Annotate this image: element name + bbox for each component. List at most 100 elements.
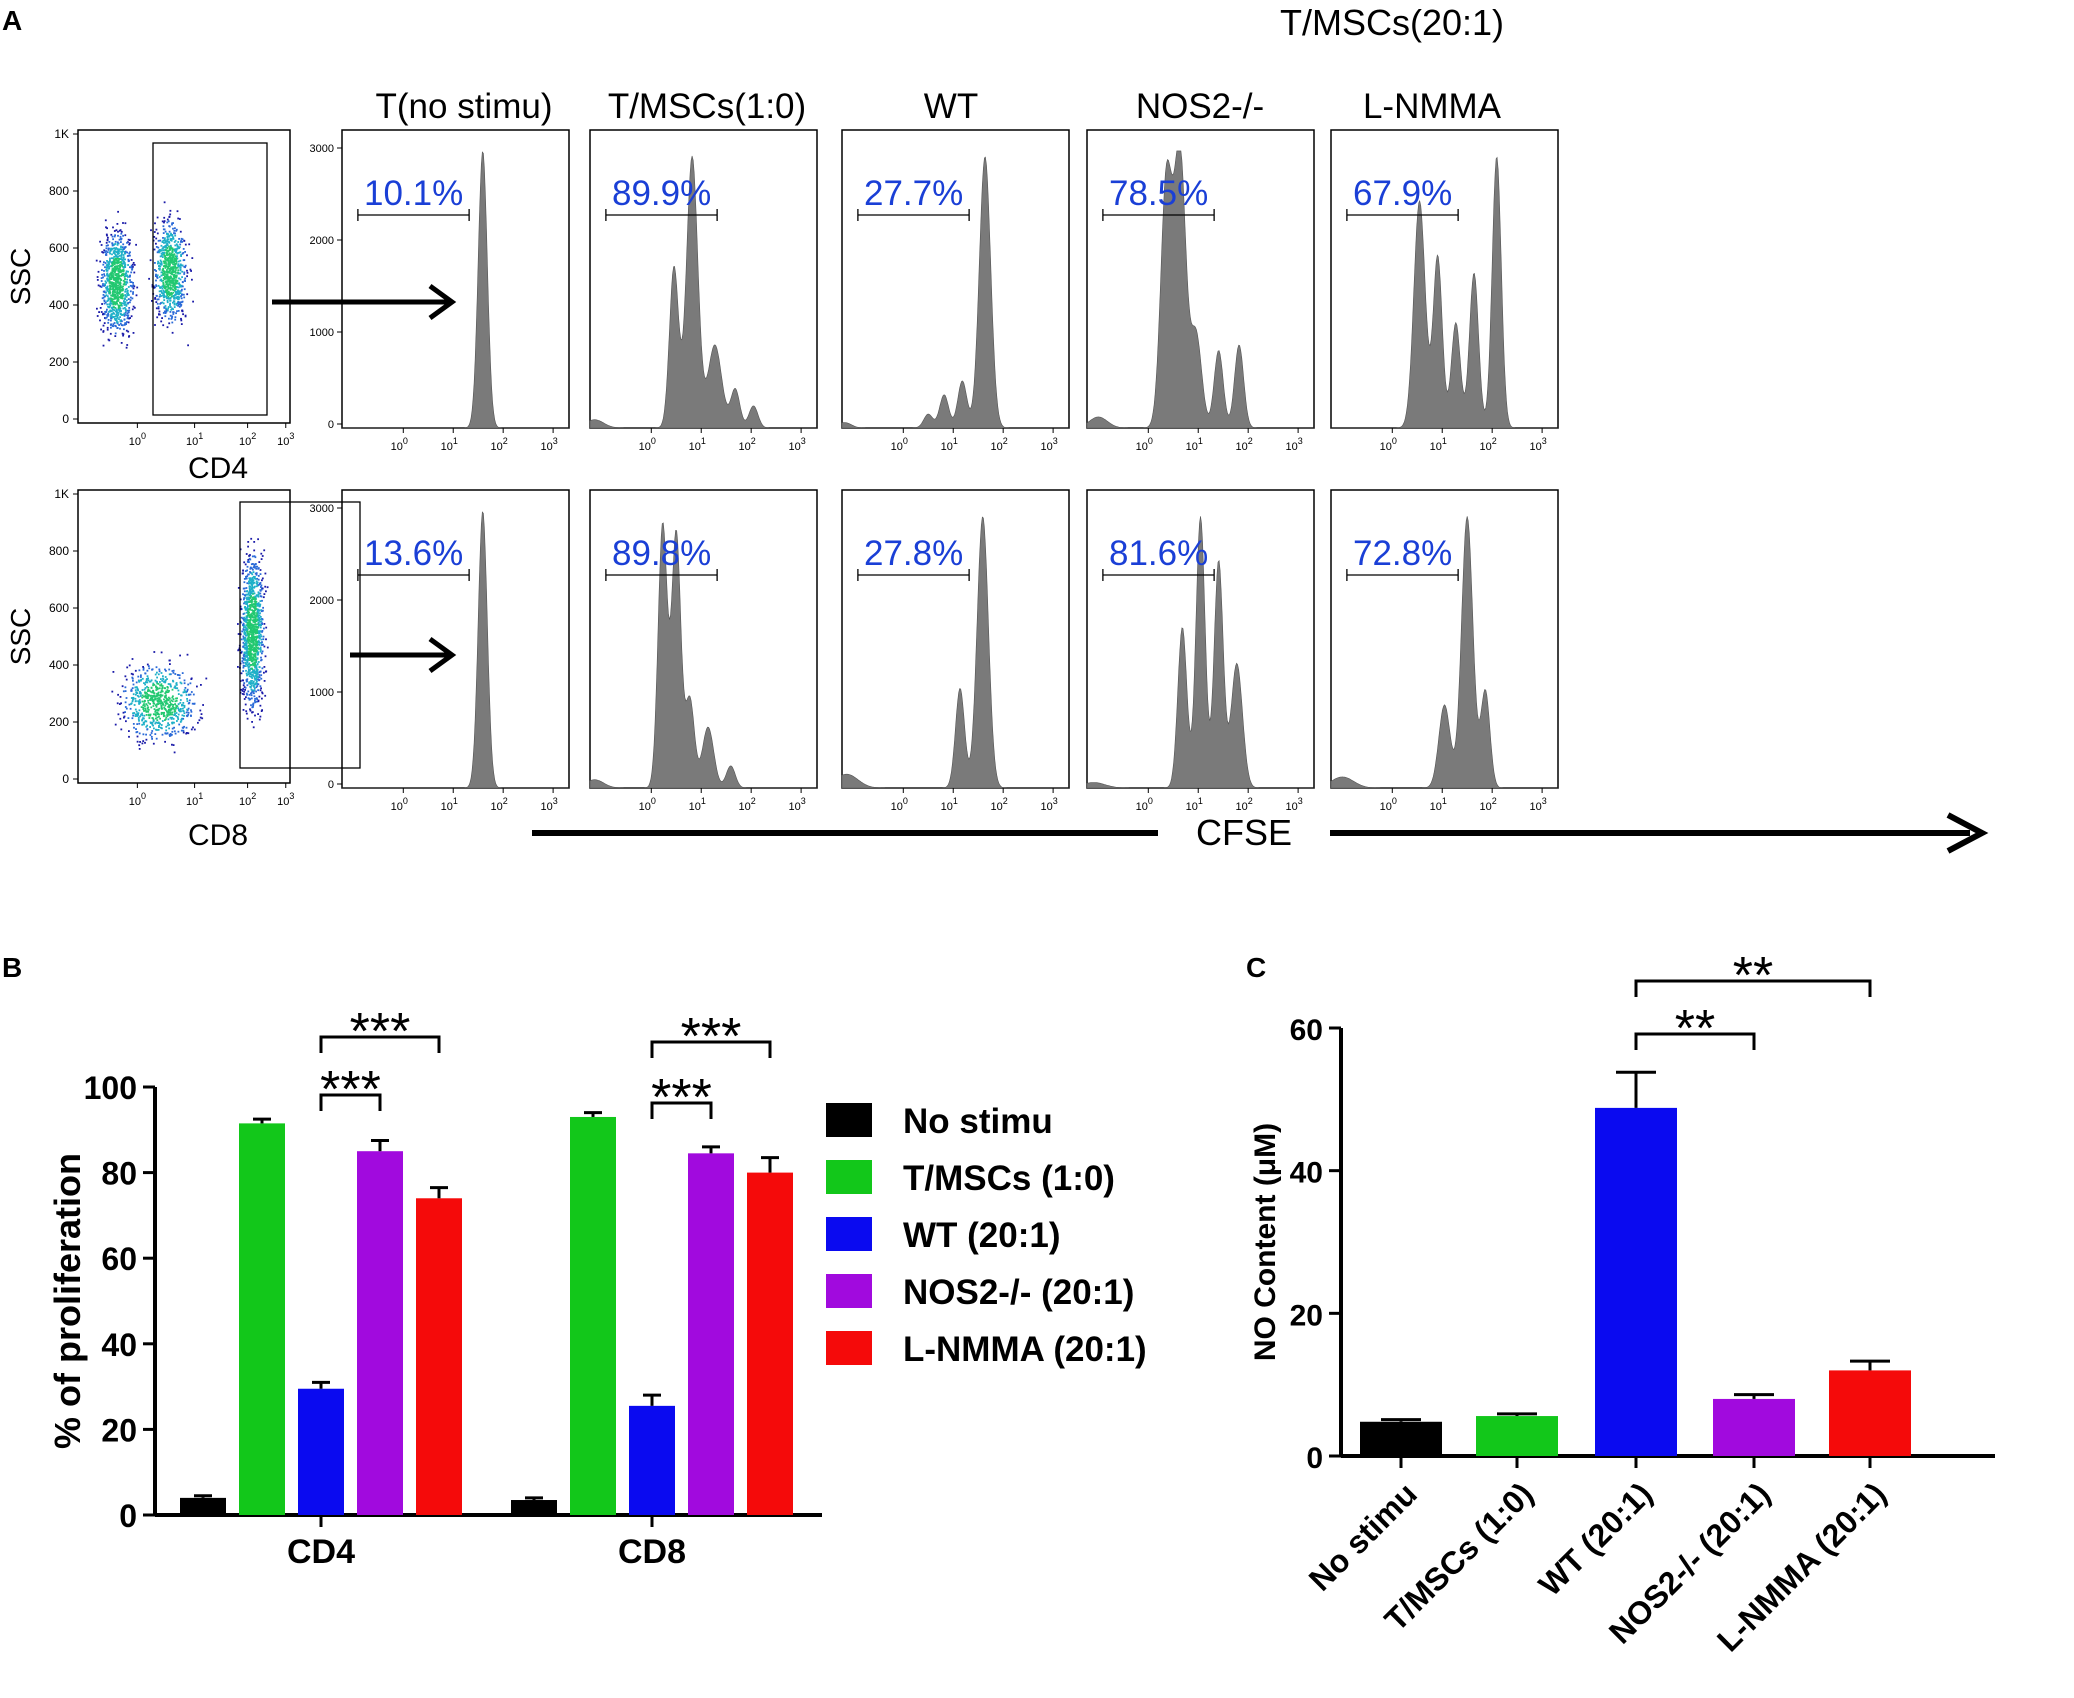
scatter-dot [160, 704, 163, 707]
scatter-dot [256, 603, 259, 606]
scatter-dot [163, 295, 166, 297]
scatter-dot [117, 296, 120, 299]
scatter-dot [249, 619, 252, 622]
scatter-dot [126, 309, 129, 312]
scatter-dot [167, 260, 170, 262]
scatter-dot [242, 628, 245, 631]
x-tick-label: 100 [639, 796, 656, 813]
scatter-dot [112, 323, 115, 326]
scatter-dot [104, 266, 106, 269]
scatter-dot [121, 264, 123, 267]
scatter-dot [249, 673, 252, 675]
scatter-dot [245, 608, 248, 611]
scatter-dot [103, 270, 105, 272]
scatter-dot [123, 282, 126, 284]
x-tick-label: 100 [891, 796, 908, 813]
scatter-dot [106, 326, 109, 329]
scatter-dot [251, 605, 254, 608]
scatter-dot [152, 285, 155, 288]
scatter-dot [169, 673, 172, 676]
scatter-dot [123, 304, 126, 306]
scatter-dot [155, 307, 158, 310]
scatter-dot [156, 697, 159, 700]
scatter-dot [110, 297, 113, 300]
scatter-dot [111, 310, 113, 312]
scatter-dot [105, 270, 108, 272]
panel-a-flow-cytometry: T/MSCs(20:1)T(no stimu) T/MSCs(1:0) WT NOS2… [5, 2, 1989, 854]
scatter-dot [178, 296, 181, 299]
scatter-dot [117, 264, 120, 267]
scatter-dot [163, 201, 166, 204]
scatter-dot [252, 662, 255, 665]
scatter-dot [262, 638, 265, 641]
scatter-dot [174, 267, 177, 269]
scatter-dot [261, 631, 263, 633]
histogram-curve [342, 511, 569, 789]
scatter-dot [136, 286, 139, 289]
scatter-dot [165, 308, 168, 310]
scatter-dot [163, 220, 166, 222]
scatter-dot [257, 575, 260, 577]
scatter-dot [259, 620, 261, 623]
scatter-dot [250, 671, 252, 674]
scatter-dot [155, 285, 158, 287]
scatter-dot [122, 250, 124, 252]
significance-bracket [650, 1040, 772, 1058]
scatter-dot [248, 657, 251, 660]
scatter-dot [180, 682, 183, 685]
x-tick-label: 100 [639, 436, 656, 453]
scatter-dot [109, 304, 112, 307]
scatter-dot [247, 639, 250, 642]
scatter-dot [152, 683, 155, 686]
scatter-dot [100, 280, 103, 282]
scatter-dot [158, 687, 161, 690]
scatter-dot [249, 646, 251, 649]
scatter-dot [104, 219, 107, 222]
scatter-dot [165, 264, 168, 266]
scatter-dot [121, 248, 124, 251]
scatter-dot [183, 288, 186, 291]
scatter-dot [111, 265, 113, 267]
scatter-dot [252, 625, 254, 628]
scatter-dot [175, 302, 178, 305]
scatter-dot [102, 263, 105, 266]
scatter-dot [249, 709, 252, 712]
scatter-dot [170, 271, 173, 274]
bar-cd8-3 [688, 1153, 734, 1515]
scatter-dot [103, 273, 105, 276]
scatter-dot [129, 290, 132, 293]
scatter-dot [253, 563, 256, 566]
scatter-dot [114, 288, 117, 291]
scatter-dot [263, 671, 265, 674]
scatter-dot [115, 247, 118, 249]
scatter-dot [105, 244, 108, 247]
y-tick-label: 800 [49, 544, 69, 558]
scatter-dot [166, 275, 169, 277]
scatter-dot [174, 279, 177, 281]
scatter-dot [115, 292, 118, 295]
scatter-dot [129, 251, 131, 254]
scatter-dot [157, 694, 160, 697]
scatter-dot [254, 699, 256, 702]
scatter-dot [114, 257, 117, 260]
scatter-dot [168, 270, 171, 273]
scatter-dot [171, 258, 174, 261]
scatter-dot [111, 235, 114, 238]
scatter-dot [109, 252, 111, 255]
scatter-dot [166, 714, 168, 716]
scatter-dot [141, 700, 144, 703]
scatter-dot [161, 292, 164, 295]
scatter-dot [162, 239, 165, 242]
scatter-dot [155, 689, 158, 691]
scatter-dot [164, 287, 167, 290]
scatter-dot [101, 297, 104, 300]
scatter-dot [150, 722, 152, 724]
scatter-dot [167, 696, 170, 699]
scatter-dot [253, 600, 256, 603]
scatter-dot [130, 697, 133, 699]
scatter-dot [261, 691, 263, 694]
scatter-dot [118, 254, 121, 257]
scatter-dot [246, 618, 248, 621]
scatter-dot [106, 328, 109, 331]
scatter-dot [138, 669, 141, 672]
